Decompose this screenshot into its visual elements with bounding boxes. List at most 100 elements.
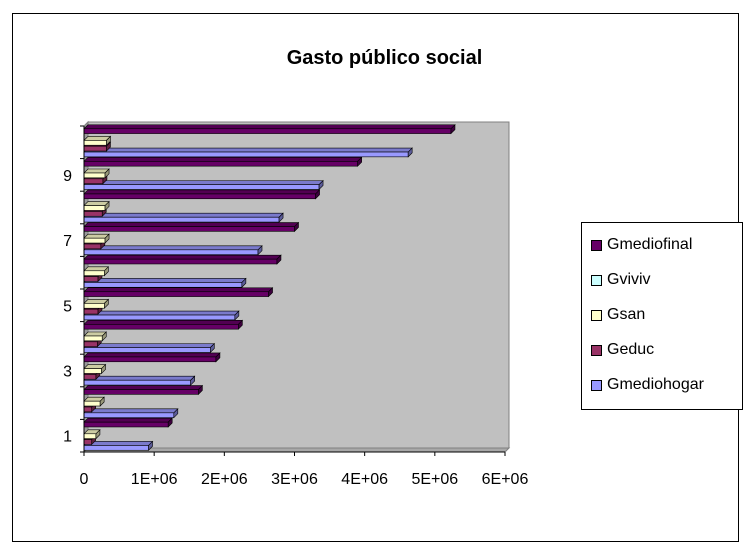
bar-gmediofinal-7: [83, 226, 295, 232]
bar-gmediofinal-6: [83, 258, 278, 265]
bar-top-gmediohogar-4: [83, 343, 216, 348]
bar-top-gmediofinal-1: [83, 417, 173, 423]
bar-top-gmediohogar-2: [83, 408, 179, 414]
bar-top-gmediofinal-9: [83, 157, 363, 162]
legend-swatch: [591, 274, 602, 286]
bar-end-gmediofinal-5: [268, 287, 273, 298]
bar-end-gmediofinal-9: [357, 156, 362, 167]
bar-end-gsan-5: [104, 298, 109, 309]
bar-gmediofinal-10: [83, 128, 452, 134]
bar-end-gsan-4: [101, 331, 107, 342]
bar-top-gmediofinal-2: [83, 385, 204, 390]
bar-end-gsan-10: [106, 135, 111, 146]
bar-gmediohogar-6: [83, 282, 243, 288]
y-tick-label: 3: [63, 364, 72, 381]
bar-end-gsan-7: [104, 233, 110, 244]
bar-end-gmediofinal-2: [198, 384, 203, 396]
bar-top-gmediohogar-10: [83, 147, 413, 153]
y-tick-label: 1: [63, 429, 72, 446]
bar-gmediofinal-4: [83, 324, 239, 330]
bar-gmediohogar-9: [83, 184, 320, 190]
bar-gmediohogar-8: [83, 216, 280, 223]
bar-end-gmediohogar-6: [241, 277, 247, 288]
bar-gmediofinal-3: [83, 356, 217, 363]
bar-end-gsan-3: [101, 363, 106, 375]
bar-end-gmediohogar-10: [407, 147, 413, 158]
legend-label: Gviviv: [607, 271, 651, 288]
legend-label: Gmediofinal: [607, 236, 693, 253]
bar-gsan-2: [83, 400, 101, 407]
bar-geduc-1: [83, 439, 93, 445]
bar-gmediofinal-5: [83, 291, 269, 297]
legend-swatch: [591, 239, 602, 251]
bar-geduc-2: [83, 406, 93, 413]
bar-gsan-1: [83, 433, 97, 439]
legend: Gmediofinal Gviviv Gsan Geduc Gmediohogar: [581, 222, 743, 410]
bar-gmediohogar-4: [83, 347, 211, 353]
bar-top-gmediofinal-8: [83, 189, 321, 195]
x-tick-label: 3E+06: [271, 471, 318, 488]
legend-label: Geduc: [607, 341, 655, 358]
x-tick-label: 0: [80, 471, 89, 488]
bar-gmediofinal-9: [83, 161, 358, 167]
bar-end-gmediofinal-8: [315, 189, 320, 200]
bar-end-gmediohogar-5: [234, 310, 240, 321]
x-tick-label: 6E+06: [482, 471, 529, 488]
bar-top-gmediohogar-6: [83, 278, 247, 283]
legend-label: Gmediohogar: [607, 376, 704, 393]
bar-end-gsan-9: [104, 168, 110, 179]
bar-geduc-10: [83, 145, 107, 152]
bar-gmediofinal-8: [83, 193, 316, 200]
bar-top-gmediofinal-3: [83, 352, 221, 358]
bar-end-gmediohogar-9: [318, 179, 324, 191]
legend-item-gsan: Gsan: [591, 305, 645, 325]
bar-geduc-9: [83, 178, 104, 184]
bar-geduc-8: [83, 211, 103, 217]
bar-gsan-10: [83, 140, 107, 146]
bar-top-gmediofinal-4: [83, 320, 244, 325]
bar-end-gmediofinal-10: [450, 124, 456, 135]
bar-gmediofinal-2: [83, 389, 199, 395]
x-tick-label: 4E+06: [341, 471, 388, 488]
bar-end-gmediohogar-1: [148, 440, 153, 451]
bar-gmediohogar-3: [83, 379, 191, 386]
legend-item-gmediofinal: Gmediofinal: [591, 235, 692, 255]
bar-end-gmediohogar-3: [190, 375, 195, 386]
bar-geduc-3: [83, 374, 97, 380]
bar-end-gmediofinal-6: [276, 254, 282, 265]
bar-gmediohogar-2: [83, 412, 175, 418]
bar-end-gmediohogar-4: [210, 342, 215, 354]
bar-end-geduc-10: [106, 141, 111, 152]
bar-gsan-6: [83, 270, 105, 276]
chart-title: Gasto público social: [286, 47, 483, 69]
bar-gmediohogar-10: [83, 151, 409, 158]
bar-geduc-5: [83, 308, 99, 315]
legend-swatch: [591, 309, 602, 321]
legend-item-gmediohogar: Gmediohogar: [591, 375, 704, 395]
bar-geduc-6: [83, 276, 99, 282]
bar-top-gmediohogar-8: [83, 212, 284, 218]
bar-top-gmediohogar-9: [83, 180, 324, 185]
bar-top-gsan-10: [83, 136, 112, 141]
legend-swatch: [591, 379, 602, 391]
bar-gsan-9: [83, 172, 106, 179]
bar-end-gsan-2: [99, 396, 105, 407]
bar-end-gmediohogar-8: [278, 212, 284, 223]
y-tick-label: 7: [63, 233, 72, 250]
bar-top-gmediofinal-5: [83, 287, 274, 293]
bar-end-gmediohogar-7: [257, 245, 263, 256]
legend-item-geduc: Geduc: [591, 340, 654, 360]
bar-geduc-7: [83, 243, 102, 250]
bar-gsan-8: [83, 205, 106, 211]
bar-gmediohogar-5: [83, 314, 236, 321]
bar-top-gmediofinal-10: [83, 124, 456, 130]
bar-top-gmediohogar-3: [83, 375, 196, 381]
bar-top-gmediohogar-7: [83, 245, 263, 251]
bar-gsan-7: [83, 237, 106, 244]
bar-end-gmediofinal-4: [238, 319, 243, 330]
bar-top-gmediofinal-6: [83, 254, 282, 260]
bar-gmediohogar-1: [83, 445, 149, 451]
x-tick-label: 5E+06: [411, 471, 458, 488]
bar-end-gmediohogar-2: [173, 408, 179, 419]
